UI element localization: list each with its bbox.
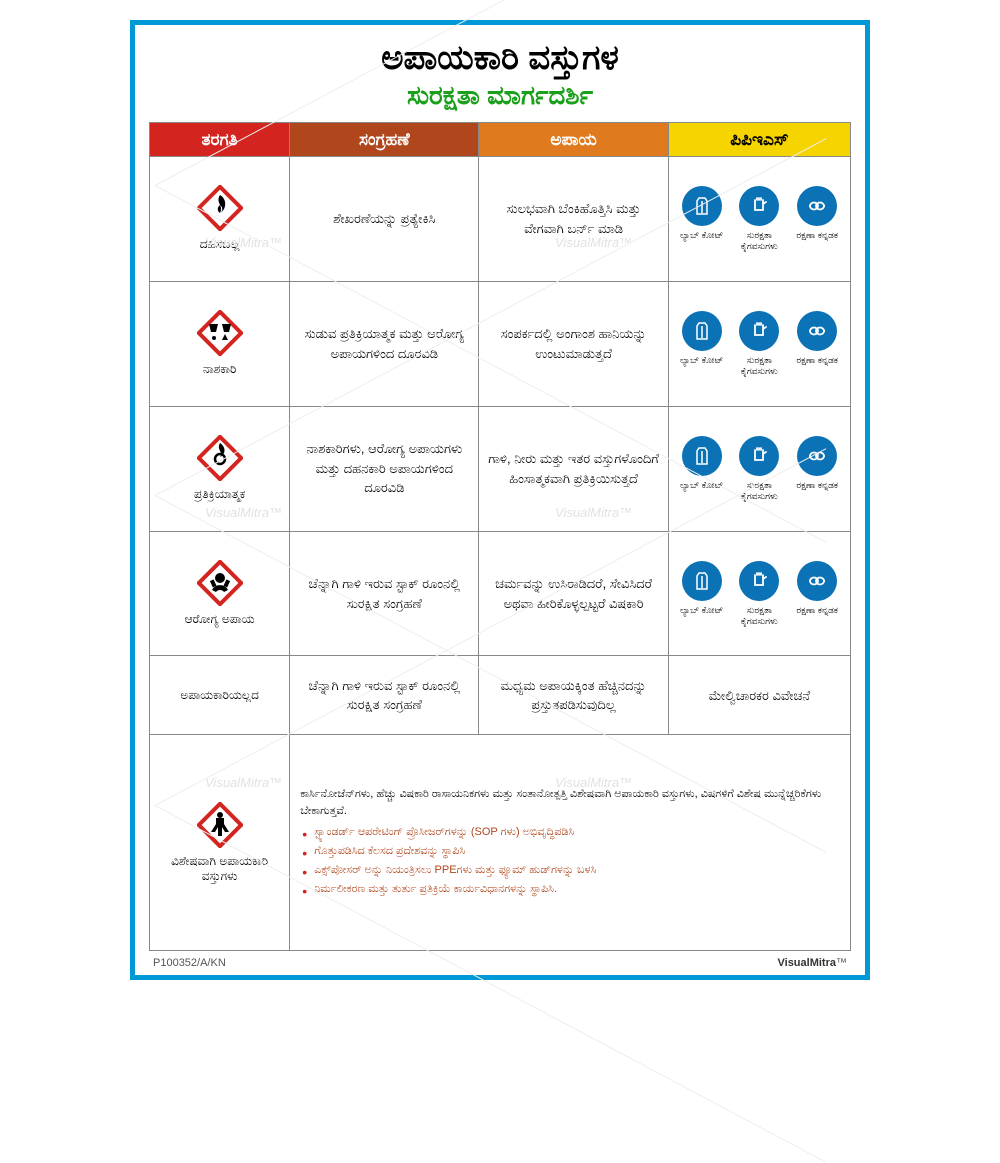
category-cell: ಅಪಾಯಕಾರಿಯಲ್ಲದ [150, 656, 290, 735]
ppe-cell: ಮೇಲ್ವಿಚಾರಕರ ವಿವೇಚನೆ [668, 656, 850, 735]
hazard-cell: ಸುಲಭವಾಗಿ ಬೆಂಕಿಹೊತ್ತಿಸಿ ಮತ್ತು ವೇಗವಾಗಿ ಬರ್… [479, 157, 668, 282]
goggles-icon [797, 311, 837, 351]
table-row: ಆರೋಗ್ಯ ಅಪಾಯ ಚೆನ್ನಾಗಿ ಗಾಳಿ ಇರುವ ಸ್ಟಾಕ್ ರೂಂ… [150, 531, 851, 656]
goggles-icon [797, 561, 837, 601]
ppe-label: ಸುರಕ್ಷತಾ ಕೈಗವಸುಗಳು [734, 230, 784, 252]
category-cell: ದಹಿಸಬಲ್ಲ [150, 157, 290, 282]
col-header: ಪಿಪಿಇಎಸ್ [668, 123, 850, 157]
table-row: ಅಪಾಯಕಾರಿಯಲ್ಲದ ಚೆನ್ನಾಗಿ ಗಾಳಿ ಇರುವ ಸ್ಟಾಕ್ ರ… [150, 656, 851, 735]
title-line2: ಸುರಕ್ಷತಾ ಮಾರ್ಗದರ್ಶಿ [149, 80, 851, 112]
storage-cell: ಚೆನ್ನಾಗಿ ಗಾಳಿ ಇರುವ ಸ್ಟಾಕ್ ರೂಂನಲ್ಲಿ ಸುರಕ್… [290, 656, 479, 735]
hazard-cell: ಮಧ್ಯಮ ಅಪಾಯಕ್ಕಿಂತ ಹೆಚ್ಚಿನದನ್ನು ಪ್ರಸ್ತುತಪಡ… [479, 656, 668, 735]
ppe-label: ರಕ್ಷಣಾ ಕನ್ನಡಕ [796, 230, 838, 241]
goggles-icon [797, 436, 837, 476]
note-bullet: ನಿರ್ಮಲೀಕರಣ ಮತ್ತು ತುರ್ತು ಪ್ರತಿಕ್ರಿಯೆ ಕಾರ್… [300, 881, 840, 898]
ppe-item: ಲ್ಯಾಬ್ ಕೋಟ್ [677, 311, 727, 366]
storage-cell: ಶೇಖರಣೆಯನ್ನು ಪ್ರತ್ಯೇಕಿಸಿ [290, 157, 479, 282]
footer-brand: VisualMitra™ [778, 957, 848, 969]
hazard-table: ತರಗತಿಸಂಗ್ರಹಣೆಅಪಾಯಪಿಪಿಇಎಸ್ ದಹಿಸಬಲ್ಲ ಶೇಖರಣೆ… [149, 122, 851, 951]
ppe-label: ಸುರಕ್ಷತಾ ಕೈಗವಸುಗಳು [734, 355, 784, 377]
ppe-item: ರಕ್ಷಣಾ ಕನ್ನಡಕ [792, 436, 842, 491]
coat-icon [682, 311, 722, 351]
oxidizer-hazard-icon [197, 435, 243, 481]
ppe-cell: ಲ್ಯಾಬ್ ಕೋಟ್ ಸುರಕ್ಷತಾ ಕೈಗವಸುಗಳು ರಕ್ಷಣಾ ಕನ… [668, 406, 850, 531]
coat-icon [682, 186, 722, 226]
ppe-label: ಲ್ಯಾಬ್ ಕೋಟ್ [680, 355, 723, 366]
note-bullet: ಗೊತ್ತುಪಡಿಸಿದ ಕೆಲಸದ ಪ್ರದೇಶವನ್ನು ಸ್ಥಾಪಿಸಿ [300, 843, 840, 860]
table-row: ನಾಶಕಾರಿ ಸುಡುವ ಪ್ರತಿಕ್ರಿಯಾತ್ಮಕ ಮತ್ತು ಆರೋಗ್… [150, 281, 851, 406]
ppe-item: ಸುರಕ್ಷತಾ ಕೈಗವಸುಗಳು [734, 311, 784, 377]
category-label: ನಾಶಕಾರಿ [156, 362, 283, 377]
gloves-icon [739, 311, 779, 351]
gloves-icon [739, 186, 779, 226]
table-row: ಪ್ರತಿಕ್ರಿಯಾತ್ಮಕ ನಾಶಕಾರಿಗಳು, ಆರೋಗ್ಯ ಅಪಾಯಗಳ… [150, 406, 851, 531]
toxic-hazard-icon [197, 560, 243, 606]
category-label: ಅಪಾಯಕಾರಿಯಲ್ಲದ [156, 688, 283, 703]
coat-icon [682, 561, 722, 601]
hazard-cell: ಸಂಪರ್ಕದಲ್ಲಿ ಅಂಗಾಂಶ ಹಾನಿಯನ್ನು ಉಂಟುಮಾಡುತ್ತ… [479, 281, 668, 406]
category-label: ವಿಶೇಷವಾಗಿ ಅಪಾಯಕಾರಿ ವಸ್ತುಗಳು [156, 854, 283, 884]
ppe-item: ರಕ್ಷಣಾ ಕನ್ನಡಕ [792, 561, 842, 616]
goggles-icon [797, 186, 837, 226]
category-cell: ವಿಶೇಷವಾಗಿ ಅಪಾಯಕಾರಿ ವಸ್ತುಗಳು [150, 735, 290, 951]
hazard-cell: ಗಾಳಿ, ನೀರು ಮತ್ತು ಇತರ ವಸ್ತುಗಳೊಂದಿಗೆ ಹಿಂಸಾ… [479, 406, 668, 531]
flame-hazard-icon [197, 185, 243, 231]
ppe-label: ಲ್ಯಾಬ್ ಕೋಟ್ [680, 230, 723, 241]
ppe-cell: ಲ್ಯಾಬ್ ಕೋಟ್ ಸುರಕ್ಷತಾ ಕೈಗವಸುಗಳು ರಕ್ಷಣಾ ಕನ… [668, 157, 850, 282]
note-bullet: ಎಕ್ಸ್‌ಪೋಸರ್ ಅನ್ನು ನಿಯಂತ್ರಿಸಲು PPEಗಳು ಮತ್… [300, 862, 840, 879]
ppe-label: ಸುರಕ್ಷತಾ ಕೈಗವಸುಗಳು [734, 480, 784, 502]
ppe-label: ರಕ್ಷಣಾ ಕನ್ನಡಕ [796, 605, 838, 616]
col-header: ಅಪಾಯ [479, 123, 668, 157]
ppe-label: ರಕ್ಷಣಾ ಕನ್ನಡಕ [796, 480, 838, 491]
header-row: ತರಗತಿಸಂಗ್ರಹಣೆಅಪಾಯಪಿಪಿಇಎಸ್ [150, 123, 851, 157]
safety-poster: ಅಪಾಯಕಾರಿ ವಸ್ತುಗಳ ಸುರಕ್ಷತಾ ಮಾರ್ಗದರ್ಶಿ ತರಗ… [130, 20, 870, 980]
storage-cell: ಸುಡುವ ಪ್ರತಿಕ್ರಿಯಾತ್ಮಕ ಮತ್ತು ಆರೋಗ್ಯ ಅಪಾಯಗ… [290, 281, 479, 406]
notes-cell: ಕಾರ್ಸಿನೋಜೆನ್‌ಗಳು, ಹೆಚ್ಚು ವಿಷಕಾರಿ ರಾಸಾಯನಿ… [290, 735, 851, 951]
ppe-item: ಸುರಕ್ಷತಾ ಕೈಗವಸುಗಳು [734, 186, 784, 252]
notes-intro: ಕಾರ್ಸಿನೋಜೆನ್‌ಗಳು, ಹೆಚ್ಚು ವಿಷಕಾರಿ ರಾಸಾಯನಿ… [300, 786, 840, 820]
ppe-label: ಸುರಕ್ಷತಾ ಕೈಗವಸುಗಳು [734, 605, 784, 627]
coat-icon [682, 436, 722, 476]
col-header: ತರಗತಿ [150, 123, 290, 157]
ppe-item: ಲ್ಯಾಬ್ ಕೋಟ್ [677, 436, 727, 491]
ppe-item: ಲ್ಯಾಬ್ ಕೋಟ್ [677, 561, 727, 616]
ppe-label: ಲ್ಯಾಬ್ ಕೋಟ್ [680, 480, 723, 491]
table-row: ವಿಶೇಷವಾಗಿ ಅಪಾಯಕಾರಿ ವಸ್ತುಗಳು ಕಾರ್ಸಿನೋಜೆನ್‌… [150, 735, 851, 951]
ppe-label: ಲ್ಯಾಬ್ ಕೋಟ್ [680, 605, 723, 616]
corrosive-hazard-icon [197, 310, 243, 356]
gloves-icon [739, 561, 779, 601]
category-cell: ನಾಶಕಾರಿ [150, 281, 290, 406]
footer-code: P100352/A/KN [153, 957, 226, 969]
storage-cell: ಚೆನ್ನಾಗಿ ಗಾಳಿ ಇರುವ ಸ್ಟಾಕ್ ರೂಂನಲ್ಲಿ ಸುರಕ್… [290, 531, 479, 656]
ppe-cell: ಲ್ಯಾಬ್ ಕೋಟ್ ಸುರಕ್ಷತಾ ಕೈಗವಸುಗಳು ರಕ್ಷಣಾ ಕನ… [668, 281, 850, 406]
category-label: ದಹಿಸಬಲ್ಲ [156, 237, 283, 252]
footer: P100352/A/KN VisualMitra™ [149, 951, 851, 969]
title-line1: ಅಪಾಯಕಾರಿ ವಸ್ತುಗಳ [149, 39, 851, 78]
hazard-cell: ಚರ್ಮವನ್ನು ಉಸಿರಾಡಿದರೆ, ಸೇವಿಸಿದರೆ ಅಥವಾ ಹೀರ… [479, 531, 668, 656]
ppe-label: ರಕ್ಷಣಾ ಕನ್ನಡಕ [796, 355, 838, 366]
health-hazard-icon [197, 802, 243, 848]
note-bullet: ಸ್ಟ್ಯಾಂಡರ್ಡ್ ಆಪರೇಟಿಂಗ್ ಪ್ರೊಸೀಜರ್‌ಗಳನ್ನು … [300, 824, 840, 841]
category-cell: ಪ್ರತಿಕ್ರಿಯಾತ್ಮಕ [150, 406, 290, 531]
ppe-cell: ಲ್ಯಾಬ್ ಕೋಟ್ ಸುರಕ್ಷತಾ ಕೈಗವಸುಗಳು ರಕ್ಷಣಾ ಕನ… [668, 531, 850, 656]
ppe-item: ರಕ್ಷಣಾ ಕನ್ನಡಕ [792, 311, 842, 366]
gloves-icon [739, 436, 779, 476]
col-header: ಸಂಗ್ರಹಣೆ [290, 123, 479, 157]
category-cell: ಆರೋಗ್ಯ ಅಪಾಯ [150, 531, 290, 656]
category-label: ಆರೋಗ್ಯ ಅಪಾಯ [156, 612, 283, 627]
ppe-item: ರಕ್ಷಣಾ ಕನ್ನಡಕ [792, 186, 842, 241]
ppe-item: ಸುರಕ್ಷತಾ ಕೈಗವಸುಗಳು [734, 561, 784, 627]
category-label: ಪ್ರತಿಕ್ರಿಯಾತ್ಮಕ [156, 487, 283, 502]
storage-cell: ನಾಶಕಾರಿಗಳು, ಆರೋಗ್ಯ ಅಪಾಯಗಳು ಮತ್ತು ದಹನಕಾರಿ… [290, 406, 479, 531]
ppe-item: ಸುರಕ್ಷತಾ ಕೈಗವಸುಗಳು [734, 436, 784, 502]
table-row: ದಹಿಸಬಲ್ಲ ಶೇಖರಣೆಯನ್ನು ಪ್ರತ್ಯೇಕಿಸಿಸುಲಭವಾಗಿ … [150, 157, 851, 282]
ppe-item: ಲ್ಯಾಬ್ ಕೋಟ್ [677, 186, 727, 241]
